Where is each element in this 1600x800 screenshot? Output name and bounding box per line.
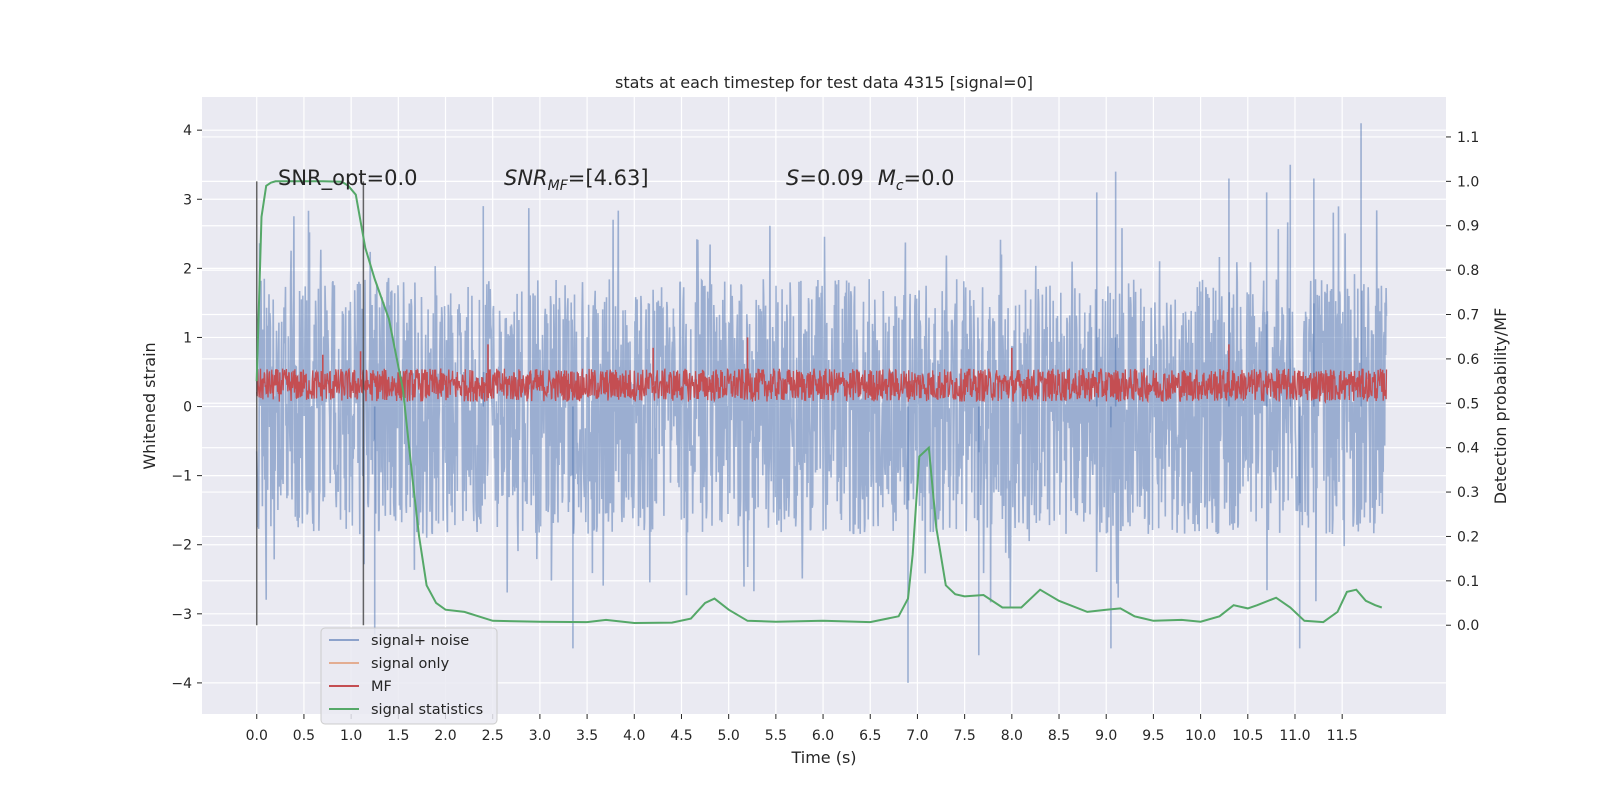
chart-title: stats at each timestep for test data 431… (615, 73, 1033, 92)
y-tick-label: −3 (171, 607, 192, 623)
legend-label-mf: MF (371, 679, 392, 695)
legend-label-signal-only: signal only (371, 656, 450, 672)
x-tick-label: 0.5 (293, 728, 315, 744)
y-right-tick-label: 0.4 (1457, 441, 1479, 457)
legend-label-signal-noise: signal+ noise (371, 633, 469, 649)
x-tick-label: 4.5 (670, 728, 692, 744)
x-tick-label: 10.0 (1185, 728, 1216, 744)
y-right-tick-label: 0.5 (1457, 396, 1479, 412)
signal-statistics-series (255, 180, 1383, 625)
x-tick-label: 3.0 (529, 728, 551, 744)
axes: 0.0 0.5 1.0 1.5 2.0 2.5 3.0 3.5 4.0 4.5 5.0 5.5 6.0 6… (171, 123, 1479, 744)
x-tick-label: 6.0 (812, 728, 834, 744)
x-tick-label: 4.0 (623, 728, 645, 744)
x-tick-label: 10.5 (1232, 728, 1263, 744)
y-right-tick-label: 0.7 (1457, 308, 1479, 324)
snr-mf-annotation: SNRMF=[4.63] (504, 166, 649, 194)
vertical-markers (255, 181, 365, 626)
y-axis-right-label: Detection probability/MF (1491, 308, 1510, 505)
x-tick-label: 1.0 (340, 728, 362, 744)
x-tick-label: 7.5 (954, 728, 976, 744)
y-right-tick-label: 0.2 (1457, 529, 1479, 545)
x-tick-label: 8.5 (1048, 728, 1070, 744)
x-axis-label: Time (s) (790, 748, 856, 767)
legend-box (320, 627, 498, 725)
x-tick-label: 11.5 (1327, 728, 1358, 744)
x-tick-label: 11.0 (1279, 728, 1310, 744)
x-tick-label: 2.0 (434, 728, 456, 744)
y-tick-label: −2 (171, 538, 192, 554)
y-tick-label: 2 (183, 261, 192, 277)
y-right-tick-label: 1.1 (1457, 130, 1479, 146)
x-tick-label: 6.5 (859, 728, 881, 744)
x-tick-label: 5.5 (765, 728, 787, 744)
x-tick-label: 9.0 (1095, 728, 1117, 744)
snr-opt-annotation: SNR_opt=0.0 (278, 166, 418, 191)
signal-statistics-line (255, 180, 1383, 625)
mf-series (256, 337, 1388, 404)
y-tick-label: 0 (183, 400, 192, 416)
y-tick-label: 4 (183, 123, 192, 139)
x-tick-label: 1.5 (387, 728, 409, 744)
y-right-tick-label: 0.6 (1457, 352, 1479, 368)
x-tick-label: 5.0 (718, 728, 740, 744)
x-tick-label: 8.0 (1001, 728, 1023, 744)
y-right-tick-label: 0.8 (1457, 263, 1479, 279)
s-mc-annotation: S=0.09 Mc=0.0 (786, 166, 955, 194)
legend-label-signal-statistics: signal statistics (371, 702, 483, 718)
y-axis-label: Whitened strain (140, 342, 159, 469)
x-tick-label: 0.0 (246, 728, 268, 744)
x-tick-label: 7.0 (906, 728, 928, 744)
y-right-tick-label: 0.0 (1457, 618, 1479, 634)
mf-line (256, 367, 1388, 404)
y-right-tick-label: 1.0 (1457, 174, 1479, 190)
x-tick-label: 9.5 (1142, 728, 1164, 744)
y-right-tick-label: 0.1 (1457, 574, 1479, 590)
x-tick-label: 2.5 (482, 728, 504, 744)
y-right-tick-label: 0.9 (1457, 219, 1479, 235)
y-tick-label: −1 (171, 469, 192, 485)
y-tick-label: −4 (171, 676, 192, 692)
signal-noise-series (255, 123, 1388, 683)
y-tick-label: 3 (183, 192, 192, 208)
x-tick-label: 3.5 (576, 728, 598, 744)
y-right-tick-label: 0.3 (1457, 485, 1479, 501)
y-tick-label: 1 (183, 330, 192, 346)
legend: signal+ noise signal only MF signal stat… (320, 627, 498, 725)
